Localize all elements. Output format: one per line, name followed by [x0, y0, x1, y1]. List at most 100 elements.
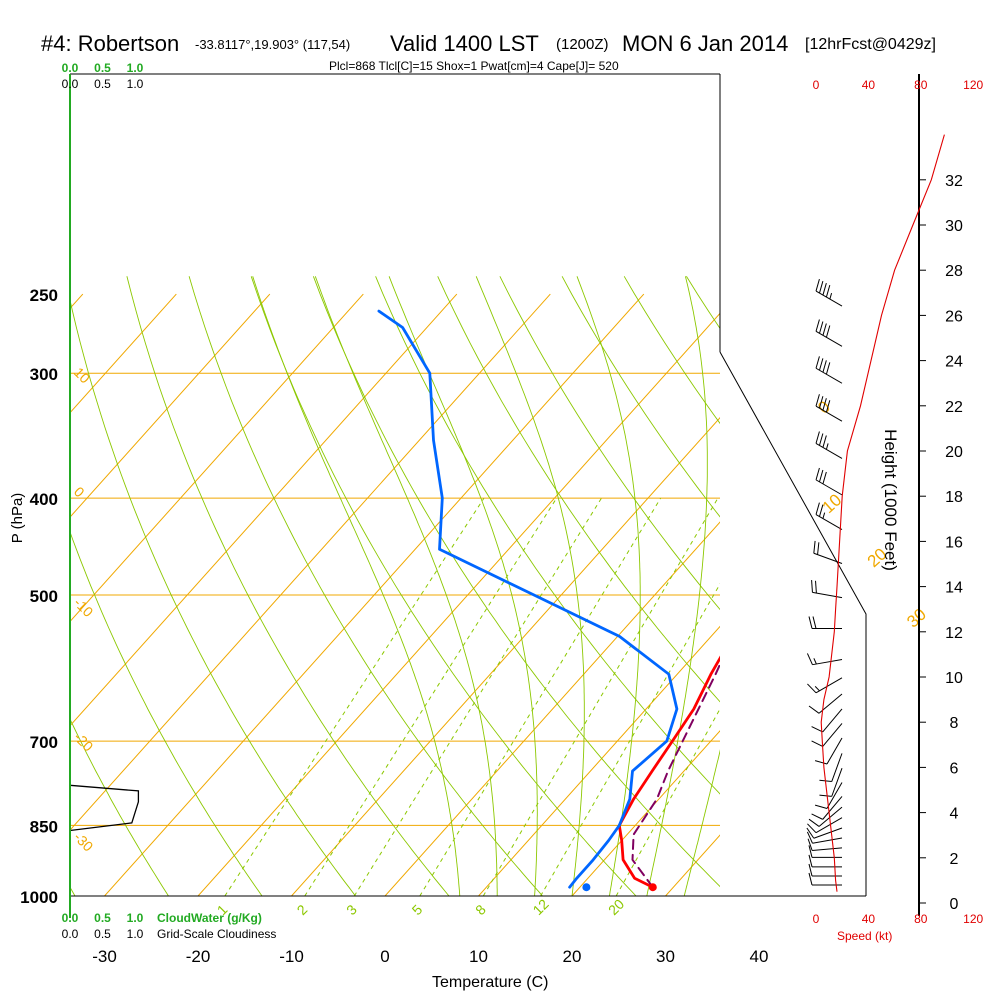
wind-barb-shaft — [826, 782, 843, 809]
wind-barb — [808, 616, 842, 629]
wind-barb-flag — [807, 683, 817, 694]
cloudiness-top-tick: 0.0 — [62, 77, 79, 91]
height-tick-label: 26 — [945, 308, 963, 325]
speed-top-tick-label: 0 — [813, 78, 820, 92]
wind-barb — [811, 723, 843, 747]
wind-barb-flag — [812, 616, 817, 629]
mixing-ratio-label: 2 — [294, 901, 311, 918]
wind-barb-flag — [814, 760, 828, 765]
height-tick-label: 12 — [945, 625, 963, 642]
height-tick-label: 18 — [945, 489, 963, 506]
wind-barb-flag — [815, 279, 820, 292]
wind-barb-shaft — [826, 737, 843, 765]
wind-barb — [807, 838, 843, 851]
temperature-tick-label: 10 — [469, 947, 488, 966]
wind-barb-flag — [817, 542, 820, 555]
wind-barb-half-flag — [825, 443, 829, 450]
wind-barb-flag — [822, 360, 827, 373]
wind-barb-flag — [815, 467, 820, 481]
wind-barb-flag — [808, 863, 813, 877]
wind-barb-flag — [815, 431, 820, 444]
y-axis-title: P (hPa) — [9, 493, 26, 544]
title-coords: -33.8117°,19.903° (117,54) — [195, 37, 350, 52]
wind-barb-half-flag — [829, 292, 833, 300]
wind-barb-flag — [808, 705, 820, 714]
dry-adiabat-line — [375, 276, 720, 795]
wind-barb-flag — [822, 323, 827, 336]
wind-barb-shaft — [815, 479, 843, 496]
wind-barb-flag — [822, 471, 827, 485]
dry-adiabat-line — [188, 276, 544, 896]
wind-barb-flag — [819, 469, 824, 483]
wind-barb — [808, 863, 842, 877]
wind-barb-flag — [815, 319, 820, 332]
speed-profile-line — [820, 134, 945, 892]
wind-barb-flag — [819, 358, 824, 371]
height-tick-label: 20 — [945, 444, 963, 461]
moist-adiabat-lines — [252, 276, 720, 896]
dry-adiabat-line — [935, 276, 1000, 917]
temperature-tick-label: 20 — [563, 947, 582, 966]
wind-barbs — [806, 279, 843, 886]
wind-barb — [815, 467, 843, 496]
wind-barb-shaft — [815, 367, 843, 384]
mixing-ratio-label: 5 — [409, 901, 426, 918]
surface-dewpoint-marker — [582, 883, 591, 892]
sounding-series — [377, 309, 720, 892]
x-axis-title: Temperature (C) — [432, 974, 548, 991]
temperature-tick-label: -30 — [92, 947, 117, 966]
wind-barb-flag — [806, 827, 815, 839]
dry-adiabat-line — [873, 276, 1000, 917]
temperature-tick-label: 40 — [750, 947, 769, 966]
wind-barb-flag — [819, 794, 832, 797]
pressure-tick-label: 500 — [30, 587, 58, 606]
wind-barb-half-flag — [813, 658, 817, 665]
moist-adiabat-line — [252, 276, 461, 896]
title-date: MON 6 Jan 2014 — [622, 31, 788, 56]
moist-adiabat-line — [576, 276, 641, 896]
pressure-tick-label: 1000 — [20, 888, 58, 907]
speed-bottom-tick-label: 120 — [963, 912, 983, 926]
dry-adiabat-line — [250, 276, 637, 896]
pressure-tick-label: 700 — [30, 733, 58, 752]
wind-barb-flag — [819, 504, 824, 517]
wind-barb-flag — [808, 818, 820, 827]
wind-barb-flag — [815, 502, 820, 515]
cloudiness-bottom-tick: 0.0 — [62, 927, 79, 941]
wind-barb — [811, 580, 843, 599]
wind-barb-shaft — [815, 677, 843, 694]
moist-adiabat-line — [646, 276, 708, 896]
cloudiness-bottom-tick: 1.0 — [127, 927, 144, 941]
wind-barb — [807, 677, 843, 694]
speed-top-tick-label: 40 — [862, 78, 876, 92]
height-tick-label: 28 — [945, 263, 963, 280]
wind-barb — [808, 845, 842, 858]
mixing-ratio-line — [304, 497, 558, 896]
wind-barb-flag — [813, 540, 816, 554]
dry-adiabat-line — [126, 276, 450, 896]
wind-barb-flag — [825, 400, 831, 413]
speed-bottom-tick-label: 40 — [862, 912, 876, 926]
plot-area — [70, 276, 1000, 917]
wind-barb — [819, 768, 843, 797]
speed-profile — [820, 134, 945, 892]
wind-barb-shaft — [812, 837, 843, 844]
wind-barb-flag — [811, 580, 813, 593]
temperature-line — [617, 655, 720, 889]
wind-barb-flag — [815, 580, 817, 594]
cloudwater-bottom-tick: 0.5 — [94, 911, 111, 925]
isotherm-line — [478, 625, 720, 896]
dry-adiabat-line — [437, 276, 720, 703]
pressure-tick-label: 250 — [30, 286, 58, 305]
wind-barb-flag — [822, 398, 827, 411]
isotherm-line — [571, 730, 720, 896]
wind-barb — [807, 817, 843, 834]
dry-adiabat-line — [749, 276, 1000, 917]
pressure-tick-label: 850 — [30, 817, 58, 836]
mixing-ratio-label: 12 — [529, 896, 551, 918]
dry-adiabat-line — [70, 530, 263, 896]
wind-barb-half-flag — [814, 686, 820, 692]
